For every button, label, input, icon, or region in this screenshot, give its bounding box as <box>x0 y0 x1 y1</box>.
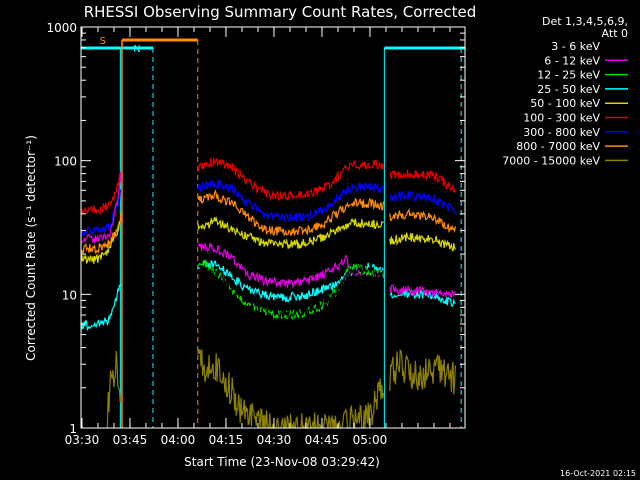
legend-label: 6 - 12 keV <box>544 54 600 67</box>
x-tick-label: 04:15 <box>209 433 244 447</box>
x-tick-label: 05:00 <box>353 433 388 447</box>
series-line <box>106 351 122 429</box>
series-line <box>389 287 456 308</box>
y-tick-label: 1 <box>69 422 77 436</box>
series-line <box>389 232 456 252</box>
y-axis: 1 10 100 1000 <box>46 21 465 436</box>
plot-frame <box>80 26 466 429</box>
series-line <box>389 284 456 299</box>
y-tick-label: 100 <box>54 155 77 169</box>
legend-label: 50 - 100 keV <box>530 97 600 110</box>
series-line <box>389 169 456 193</box>
y-axis-label: Corrected Count Rate (s⁻¹ detector⁻¹) <box>24 135 38 361</box>
series-line <box>197 179 384 223</box>
series-line <box>80 212 122 255</box>
x-axis: 03:30 03:45 04:00 04:15 04:30 04:45 05:00 <box>65 27 451 447</box>
x-axis-label: Start Time (23-Nov-08 03:29:42) <box>184 455 380 469</box>
footer-timestamp: 16-Oct-2021 02:15 <box>560 469 636 478</box>
saa-label: S <box>100 36 106 47</box>
x-tick-label: 04:45 <box>305 433 340 447</box>
legend-label: 25 - 50 keV <box>537 83 600 96</box>
y-tick-label: 10 <box>62 288 77 302</box>
x-tick-label: 03:30 <box>65 433 100 447</box>
series-line <box>389 190 456 215</box>
y-tick-label: 1000 <box>46 21 77 35</box>
legend-label: 3 - 6 keV <box>551 40 600 53</box>
series-line <box>80 170 122 244</box>
series-line <box>80 172 122 215</box>
legend-header-line-2: Att 0 <box>602 27 628 40</box>
chart-title: RHESSI Observing Summary Count Rates, Co… <box>84 3 477 21</box>
x-tick-label: 04:00 <box>161 433 196 447</box>
series-line <box>197 188 384 237</box>
legend-label: 12 - 25 keV <box>537 69 600 82</box>
series-line <box>389 207 456 234</box>
legend-header-line-1: Det 1,3,4,5,6,9, <box>542 15 628 28</box>
series-line <box>389 349 456 395</box>
series-line <box>197 157 384 202</box>
series-layer <box>80 157 456 431</box>
legend-label: 7000 - 15000 keV <box>502 154 600 167</box>
legend-label: 300 - 800 keV <box>523 126 600 139</box>
legend-label: 800 - 7000 keV <box>516 140 600 153</box>
series-line <box>197 264 384 319</box>
series-line <box>197 215 384 249</box>
legend-label: 100 - 300 keV <box>523 112 600 125</box>
x-tick-label: 04:30 <box>257 433 292 447</box>
series-line <box>80 283 122 332</box>
night-label: N <box>133 44 140 55</box>
series-line <box>197 348 384 431</box>
x-tick-label: 03:45 <box>113 433 148 447</box>
